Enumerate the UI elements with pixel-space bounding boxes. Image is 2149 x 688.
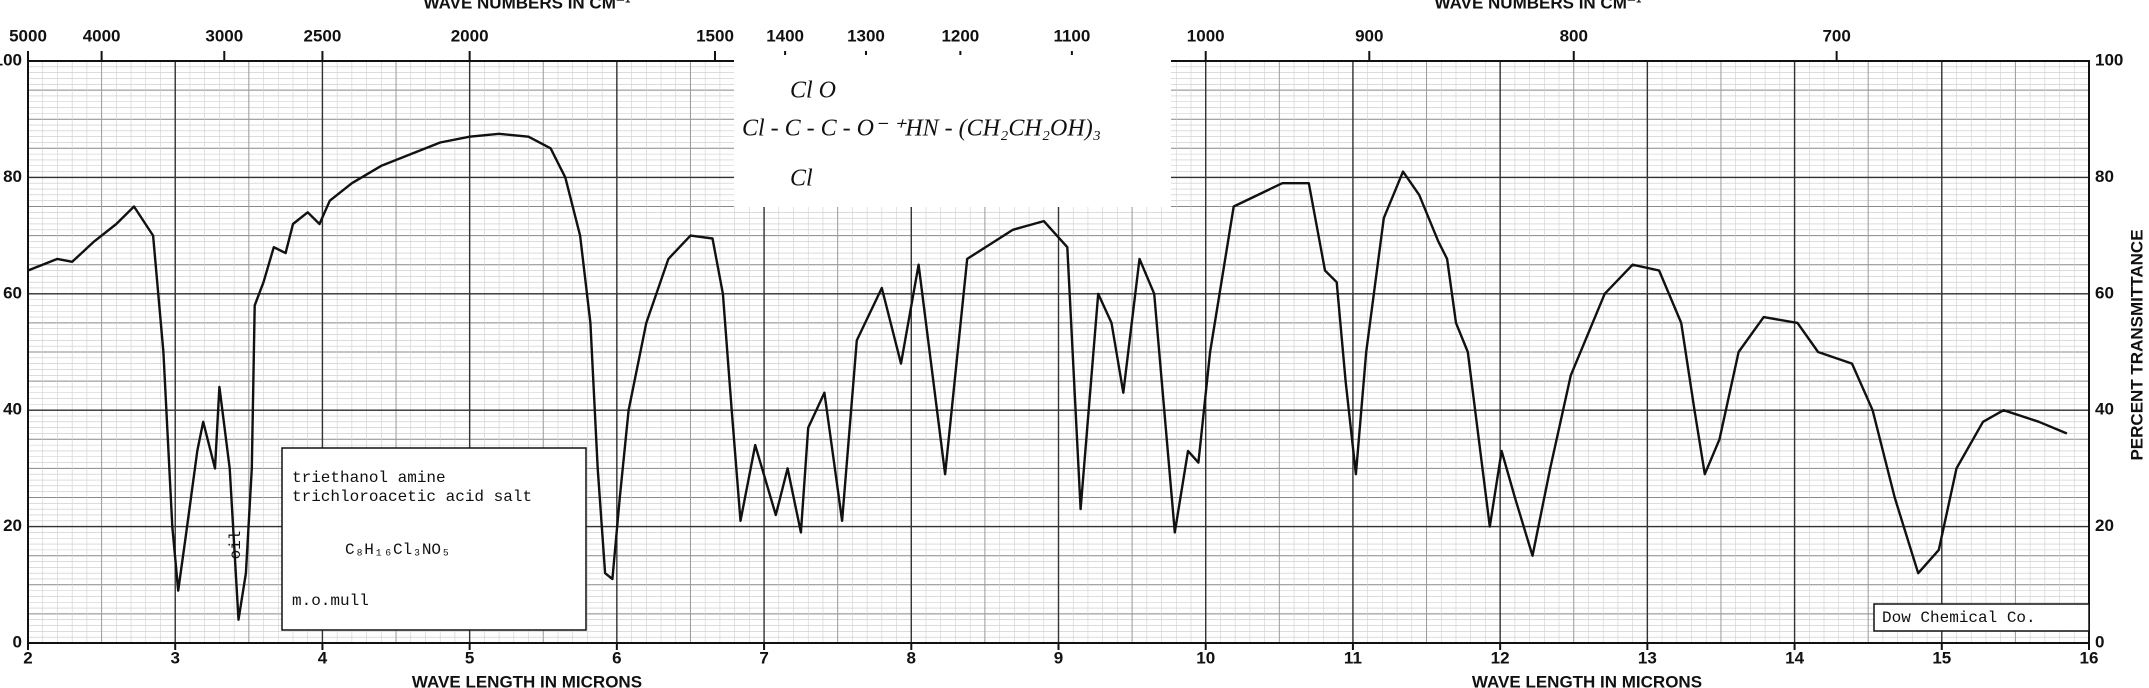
y-tick-label: 40	[3, 400, 22, 419]
source-background	[1873, 603, 2090, 632]
x-axis-title: WAVE LENGTH IN MICRONS	[412, 672, 642, 688]
y-tick-label: 0	[13, 632, 22, 651]
spectrum-line	[27, 132, 2068, 621]
x-tick-label: 8	[907, 648, 916, 667]
x2-axis-title: WAVE NUMBERS IN CM⁻¹	[1435, 0, 1642, 12]
x-tick-label: 6	[612, 648, 621, 667]
formula-line: Cl	[790, 166, 813, 192]
x2-tick-label: 1300	[847, 26, 885, 45]
x2-tick-label: 800	[1560, 26, 1588, 45]
y-tick-label: 20	[3, 516, 22, 535]
x2-tick-label: 2000	[451, 26, 489, 45]
x-tick-label: 4	[318, 648, 328, 667]
x2-tick-label: 1100	[1053, 26, 1090, 45]
y-tick-label: 60	[3, 283, 22, 302]
compound-box: triethanol amine trichloroacetic acid sa…	[281, 447, 587, 631]
x-tick-label: 2	[23, 648, 32, 667]
y2-tick-label: 60	[2095, 283, 2114, 302]
x-tick-label: 16	[2080, 648, 2099, 667]
source-box: Dow Chemical Co.	[1873, 603, 2090, 632]
x2-tick-label: 1200	[941, 26, 979, 45]
x2-tick-label: 1400	[766, 26, 804, 45]
x2-tick-label: 5000	[9, 26, 47, 45]
molecular-formula: C₈H₁₆Cl₃NO₅	[345, 541, 451, 559]
y2-tick-label: 80	[2095, 167, 2114, 186]
x2-tick-label: 1500	[696, 26, 734, 45]
y-axis-title: PERCENT TRANSMITTANCE	[2127, 229, 2146, 460]
y2-tick-label: 100	[2095, 50, 2123, 69]
x-tick-label: 13	[1638, 648, 1657, 667]
compound-name: trichloroacetic acid salt	[292, 488, 532, 506]
axes: 0 0 20 20 40 40 60 60 80 80 100 100 2 3 4 5 6 7 8 9 10 11 12 13…	[0, 26, 2123, 667]
x2-tick-label: 4000	[83, 26, 121, 45]
y2-tick-label: 0	[2095, 632, 2104, 651]
x-tick-label: 10	[1196, 648, 1215, 667]
x2-tick-label: 1000	[1187, 26, 1225, 45]
formula-box: Cl O Cl - C - C - O⁻ ⁺HN - (CH₂CH₂OH)₃ C…	[734, 55, 1171, 207]
x-tick-label: 5	[465, 648, 474, 667]
compound-background	[281, 447, 587, 631]
x2-tick-label: 700	[1822, 26, 1850, 45]
formula-line: Cl O	[790, 78, 836, 104]
x-tick-label: 9	[1054, 648, 1063, 667]
y2-tick-label: 20	[2095, 516, 2114, 535]
sample-prep: m.o.mull	[292, 592, 369, 610]
y-tick-label: 80	[3, 167, 22, 186]
x2-tick-label: 900	[1355, 26, 1383, 45]
compound-name: triethanol amine	[292, 469, 446, 487]
curve-layer	[27, 132, 2068, 621]
oil-label: oil	[227, 531, 245, 560]
y2-tick-label: 40	[2095, 400, 2114, 419]
x-tick-label: 3	[170, 648, 179, 667]
x2-tick-label: 2500	[304, 26, 342, 45]
x2-axis-title: WAVE NUMBERS IN CM⁻¹	[424, 0, 631, 12]
x-axis-title: WAVE LENGTH IN MICRONS	[1472, 672, 1702, 688]
x-tick-label: 11	[1344, 648, 1362, 667]
x-tick-label: 14	[1785, 648, 1804, 667]
source: Dow Chemical Co.	[1882, 609, 2036, 627]
x-tick-label: 12	[1491, 648, 1510, 667]
formula-line: Cl - C - C - O⁻ ⁺HN - (CH₂CH₂OH)₃	[742, 116, 1101, 142]
x2-tick-label: 3000	[205, 26, 243, 45]
x-tick-label: 7	[759, 648, 768, 667]
y-tick-label: 100	[0, 50, 22, 69]
x-tick-label: 15	[1932, 648, 1951, 667]
formula-background	[734, 55, 1171, 207]
